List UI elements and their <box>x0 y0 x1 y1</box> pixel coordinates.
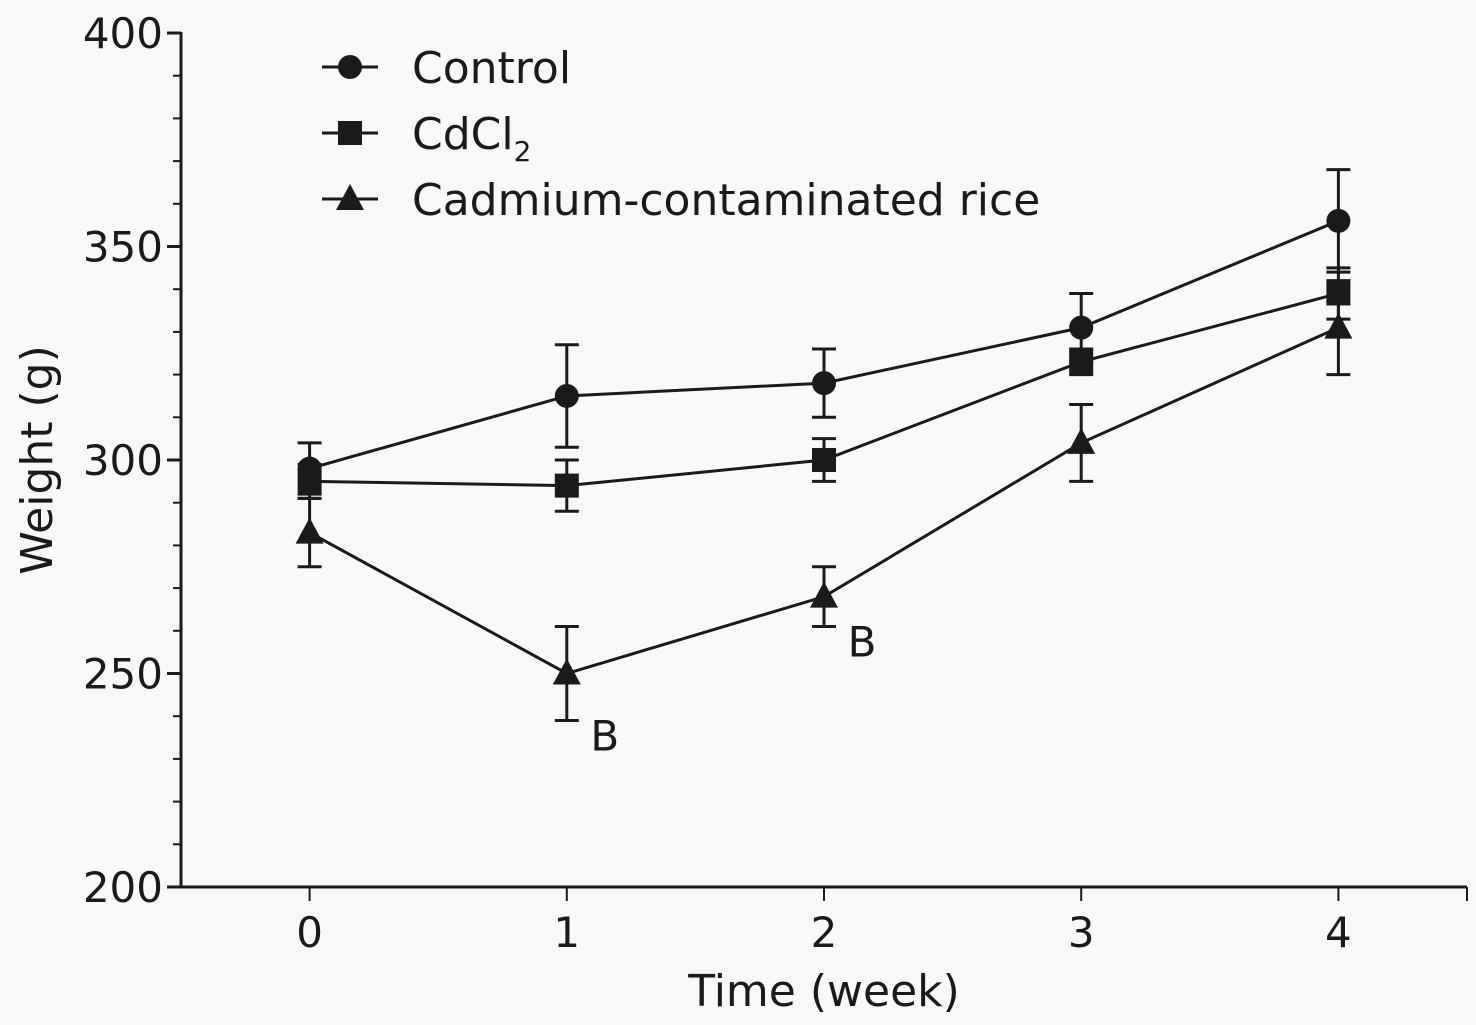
data-point-triangle <box>810 581 838 608</box>
x-tick-label: 1 <box>553 908 580 957</box>
significance-annotation: B <box>848 618 877 667</box>
series-square <box>297 266 1351 513</box>
legend: Control CdCl2 Cadmium-contaminated rice <box>322 43 1040 226</box>
legend-square-icon <box>338 121 362 145</box>
legend-item: CdCl2 <box>322 109 531 168</box>
data-point-square <box>554 473 579 498</box>
legend-item: Cadmium-contaminated rice <box>322 175 1040 226</box>
data-point-triangle <box>552 658 581 685</box>
legend-label: CdCl2 <box>412 109 531 168</box>
legend-circle-icon <box>338 55 362 79</box>
data-point-circle <box>812 371 836 396</box>
x-tick-label: 2 <box>811 908 838 957</box>
data-point-triangle <box>295 517 324 544</box>
series-triangle <box>295 279 1353 722</box>
legend-subscript: 2 <box>514 135 532 168</box>
data-point-square <box>297 469 322 494</box>
y-tick-label: 250 <box>83 650 163 699</box>
data-point-square <box>812 448 836 472</box>
y-tick-label: 400 <box>83 9 163 58</box>
data-point-triangle <box>1324 312 1353 339</box>
y-axis-label: Weight (g) <box>12 345 63 575</box>
series-layer: BB <box>295 168 1353 760</box>
legend-item: Control <box>322 43 571 94</box>
data-point-circle <box>1069 315 1094 340</box>
data-point-circle <box>1326 208 1351 233</box>
y-tick-label: 300 <box>83 436 163 485</box>
data-point-square <box>1069 349 1094 374</box>
x-tick-label: 3 <box>1068 908 1095 957</box>
x-tick-label: 0 <box>296 908 323 957</box>
x-tick-label: 4 <box>1325 908 1352 957</box>
y-tick-label: 350 <box>83 223 163 272</box>
y-tick-label: 200 <box>83 863 163 912</box>
data-point-triangle <box>1067 427 1096 454</box>
legend-label: Control <box>412 43 571 94</box>
x-axis-label: Time (week) <box>687 966 960 1017</box>
legend-label: Cadmium-contaminated rice <box>412 175 1040 226</box>
series-line <box>309 219 1339 470</box>
axes: 200 250 300 350 400 0 1 2 3 4 <box>83 9 1468 957</box>
legend-triangle-icon <box>336 184 364 210</box>
significance-annotation: B <box>590 711 619 760</box>
data-point-circle <box>554 383 579 408</box>
